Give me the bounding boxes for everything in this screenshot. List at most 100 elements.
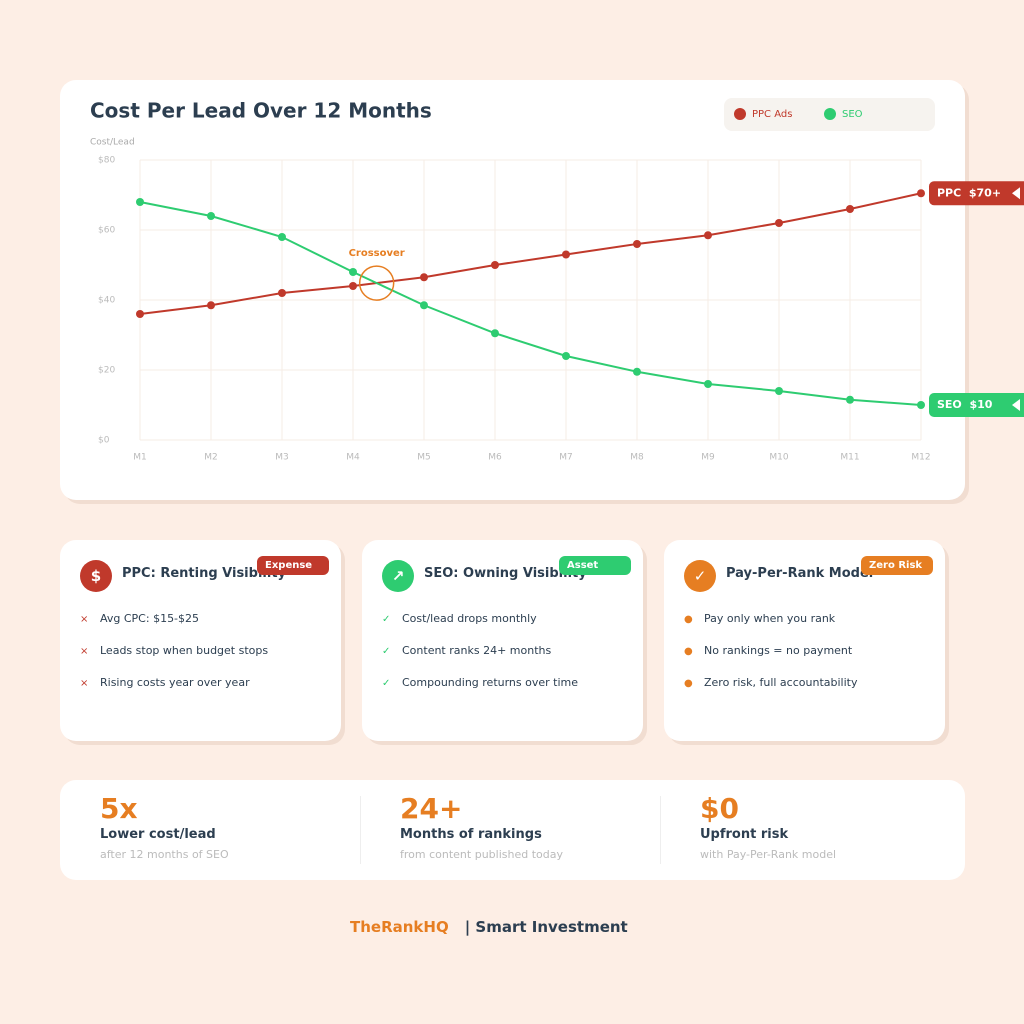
stat-label: Lower cost/lead xyxy=(100,827,216,842)
stat: $0 Upfront risk with Pay-Per-Rank model xyxy=(700,792,960,861)
data-point xyxy=(775,387,783,395)
item-marker: × xyxy=(80,646,89,657)
y-axis-label: Cost/Lead xyxy=(90,138,135,148)
series-line xyxy=(139,201,922,406)
stat-value: 5x xyxy=(100,792,138,825)
stat-label: Months of rankings xyxy=(400,827,542,842)
legend-label: PPC Ads xyxy=(752,109,792,120)
data-point xyxy=(278,289,286,297)
stat-value: 24+ xyxy=(400,792,463,825)
x-tick-label: M1 xyxy=(133,453,147,463)
item-text: No rankings = no payment xyxy=(704,644,853,657)
stat-value: $0 xyxy=(700,792,739,825)
item-marker: ● xyxy=(684,646,693,657)
tagline: | Smart Investment xyxy=(464,918,628,936)
y-tick-label: $20 xyxy=(98,366,115,376)
stat-note: from content published today xyxy=(400,848,563,861)
data-point xyxy=(420,301,428,310)
y-tick-label: $40 xyxy=(98,296,115,306)
stat: 24+ Months of rankings from content publis… xyxy=(400,792,660,861)
data-point xyxy=(633,367,641,376)
x-tick-label: M12 xyxy=(911,453,930,463)
data-point xyxy=(917,189,925,198)
y-tick-label: $0 xyxy=(98,436,110,446)
card-badge: Expense xyxy=(257,556,329,575)
x-tick-label: M5 xyxy=(417,453,431,463)
stat-label: Upfront risk xyxy=(700,827,789,842)
info-card: Pay-Per-Rank Model ✓ Zero Risk ● Pay only wh… xyxy=(664,540,945,741)
data-point xyxy=(704,231,712,240)
card-icon: $ xyxy=(80,560,112,592)
data-point xyxy=(491,329,499,338)
legend-swatch xyxy=(824,108,836,120)
item-marker: × xyxy=(80,678,89,689)
card-item: ● Pay only when you rank xyxy=(684,612,835,625)
card-item: ✓ Cost/lead drops monthly xyxy=(382,612,537,625)
item-text: Pay only when you rank xyxy=(704,612,836,625)
brand: TheRankHQ xyxy=(350,918,449,936)
card-badge: Zero Risk xyxy=(861,556,933,575)
x-tick-label: M8 xyxy=(630,453,644,463)
item-marker: ● xyxy=(684,678,693,689)
end-label-arrow xyxy=(1012,187,1020,200)
footer: TheRankHQ | Smart Investment xyxy=(350,918,628,936)
item-marker: ✓ xyxy=(382,678,391,689)
item-marker: ✓ xyxy=(382,614,391,625)
card-icon: ↗ xyxy=(382,560,414,592)
item-text: Content ranks 24+ months xyxy=(402,644,552,657)
end-label: SEO $10 xyxy=(937,398,993,411)
end-label: PPC $70+ xyxy=(937,186,1001,199)
data-point xyxy=(349,282,357,290)
card-title: SEO: Owning Visibility xyxy=(424,566,587,581)
y-tick-label: $60 xyxy=(98,226,115,236)
item-marker: ● xyxy=(684,614,693,625)
x-tick-label: M11 xyxy=(840,453,859,463)
info-card: SEO: Owning Visibility ↗ Asset ✓ Cost/lead d… xyxy=(362,540,643,741)
data-point xyxy=(420,273,428,282)
card-icon: ✓ xyxy=(684,560,716,592)
item-text: Cost/lead drops monthly xyxy=(402,612,537,625)
separator xyxy=(660,796,661,864)
data-point xyxy=(136,198,144,206)
series-line xyxy=(139,192,922,315)
crossover-marker xyxy=(358,265,395,301)
chart: Cost Per Lead Over 12 Months Cost/Lead $… xyxy=(90,98,1024,463)
item-text: Avg CPC: $15-$25 xyxy=(100,612,200,625)
card-item: × Rising costs year over year xyxy=(80,676,250,689)
stats: 5x Lower cost/lead after 12 months of SEO 2… xyxy=(60,780,965,880)
data-point xyxy=(207,212,215,220)
legend: PPC Ads SEO xyxy=(724,98,935,131)
end-label-arrow xyxy=(1012,399,1020,411)
item-text: Rising costs year over year xyxy=(100,676,250,689)
card-item: ✓ Compounding returns over time xyxy=(382,676,578,689)
x-tick-label: M9 xyxy=(701,453,715,463)
card-item: ✓ Content ranks 24+ months xyxy=(382,644,551,657)
stat: 5x Lower cost/lead after 12 months of SEO xyxy=(100,792,360,861)
legend-label: SEO xyxy=(842,109,863,120)
data-point xyxy=(704,380,712,388)
x-tick-label: M7 xyxy=(559,453,573,463)
item-text: Zero risk, full accountability xyxy=(704,676,858,689)
x-tick-label: M3 xyxy=(275,453,289,463)
x-tick-label: M10 xyxy=(769,453,788,463)
data-point xyxy=(349,268,357,276)
item-text: Compounding returns over time xyxy=(402,676,579,689)
data-point xyxy=(278,233,286,241)
x-tick-label: M6 xyxy=(488,453,502,463)
data-point xyxy=(136,310,144,318)
end-label-box xyxy=(929,181,1024,206)
stat-note: with Pay-Per-Rank model xyxy=(700,848,837,861)
data-point xyxy=(917,401,925,409)
card-item: × Leads stop when budget stops xyxy=(80,644,268,657)
card-item: × Avg CPC: $15-$25 xyxy=(80,612,199,625)
data-point xyxy=(846,395,854,404)
y-tick-label: $80 xyxy=(98,156,115,166)
card-title: Pay-Per-Rank Model xyxy=(726,566,874,581)
item-marker: ✓ xyxy=(382,646,391,657)
x-tick-label: M4 xyxy=(346,453,360,463)
card-badge: Asset xyxy=(559,556,631,575)
separator xyxy=(360,796,361,864)
card-item: ● No rankings = no payment xyxy=(684,644,852,657)
data-point xyxy=(491,261,499,269)
end-label-box xyxy=(929,393,1024,417)
